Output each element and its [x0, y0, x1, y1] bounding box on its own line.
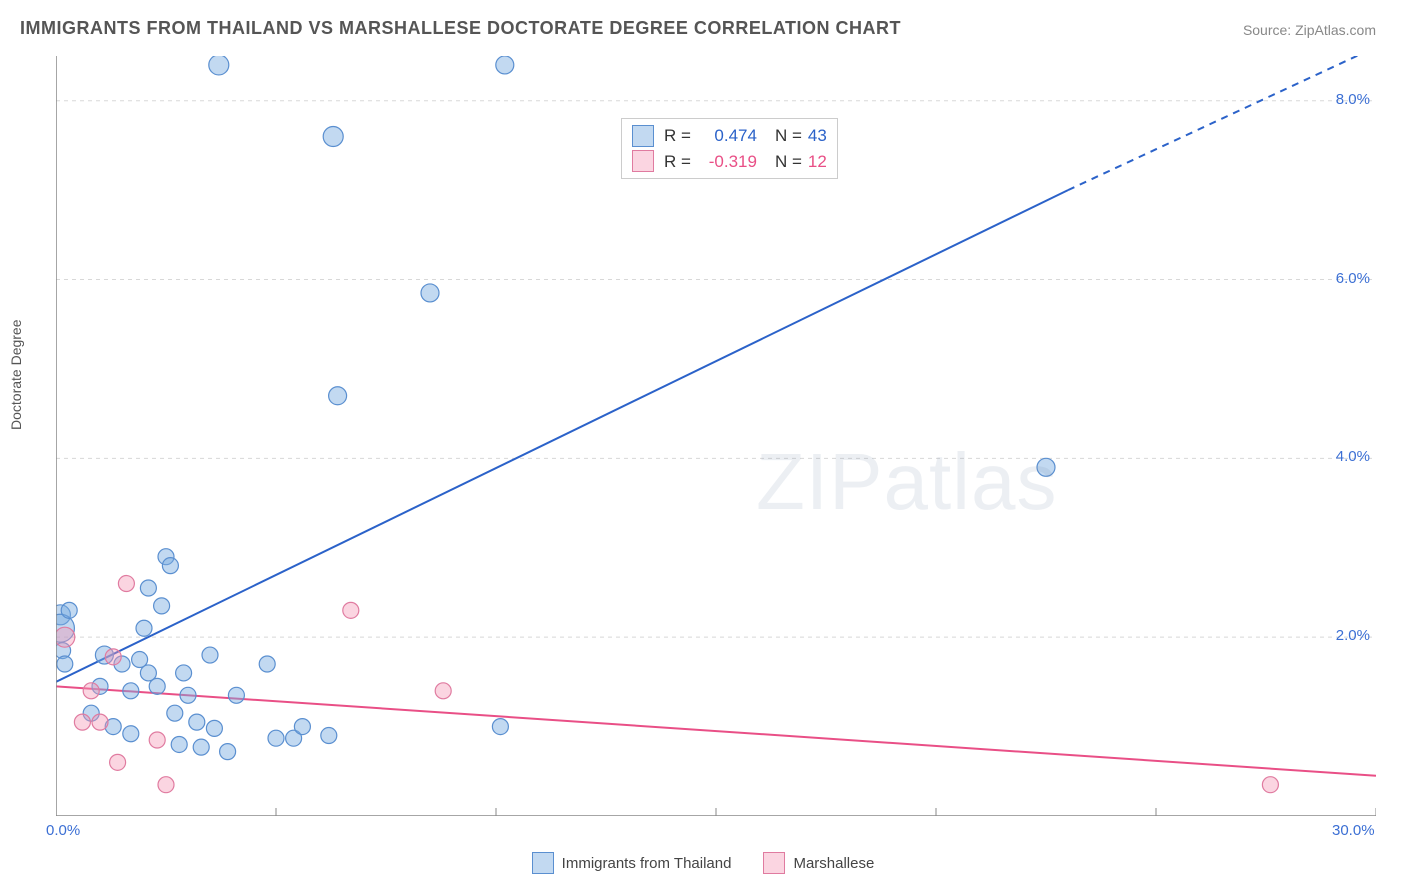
chart-title: IMMIGRANTS FROM THAILAND VS MARSHALLESE … [20, 18, 901, 39]
x-tick-label: 0.0% [46, 822, 80, 839]
correlation-row: R =-0.319N =12 [632, 149, 827, 175]
legend-item: Marshallese [763, 852, 874, 874]
y-tick-label: 6.0% [1336, 270, 1370, 287]
y-tick-label: 8.0% [1336, 91, 1370, 108]
correlation-legend: R =0.474N =43R =-0.319N =12 [621, 118, 838, 179]
y-tick-label: 2.0% [1336, 627, 1370, 644]
source-attribution: Source: ZipAtlas.com [1243, 22, 1376, 38]
legend-label: Immigrants from Thailand [562, 855, 732, 872]
legend-label: Marshallese [793, 855, 874, 872]
y-tick-label: 4.0% [1336, 448, 1370, 465]
chart-area: ZIPatlas R =0.474N =43R =-0.319N =12 2.0… [56, 56, 1376, 816]
y-axis-label: Doctorate Degree [8, 319, 24, 430]
series-legend: Immigrants from Thailand Marshallese [0, 852, 1406, 878]
legend-item: Immigrants from Thailand [532, 852, 732, 874]
x-tick-label: 30.0% [1332, 822, 1375, 839]
correlation-row: R =0.474N =43 [632, 123, 827, 149]
